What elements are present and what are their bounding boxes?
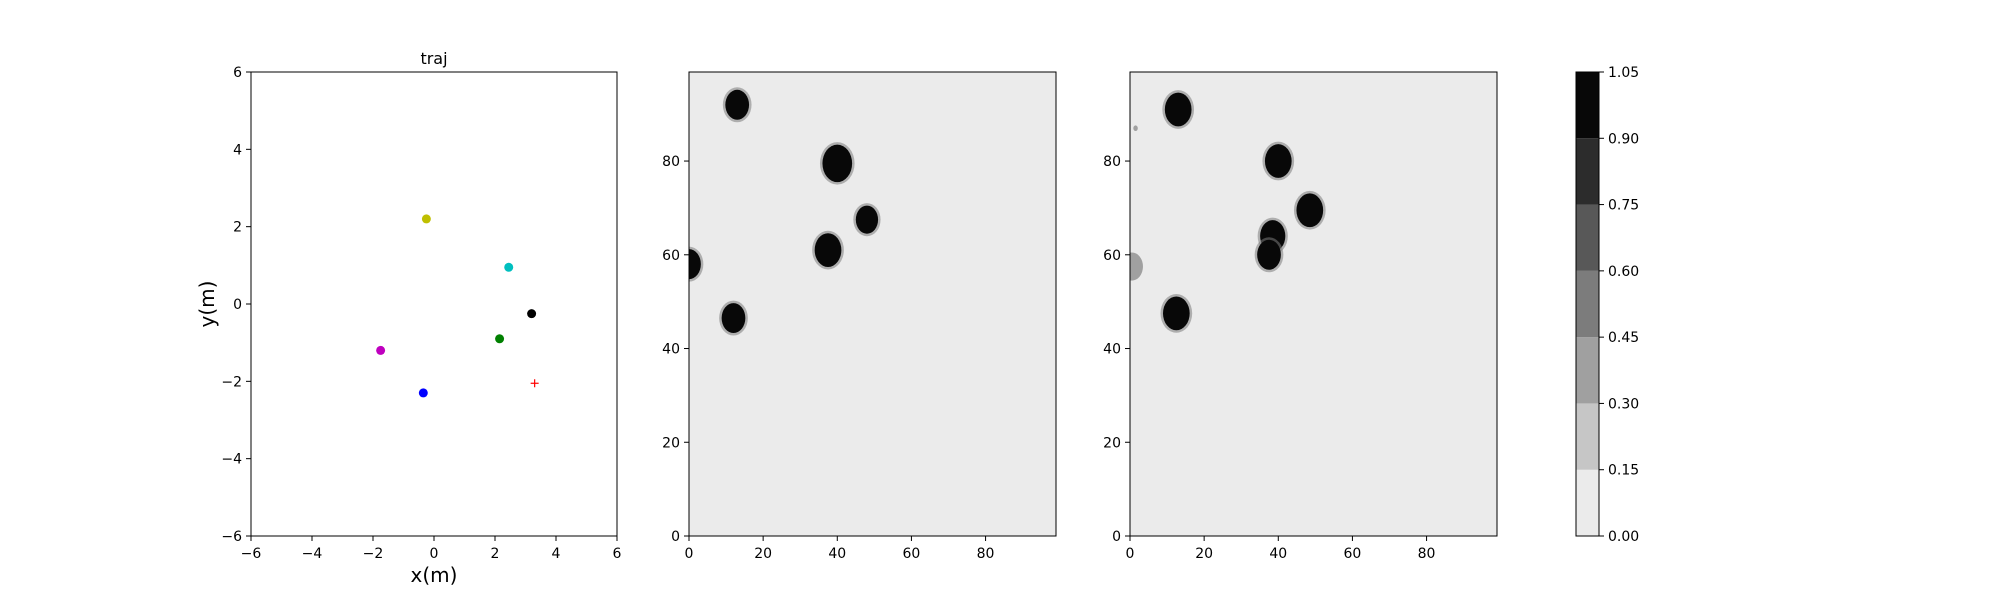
colorbar-tick-label: 0.75 (1608, 198, 1639, 214)
y-tick-label: 60 (662, 248, 680, 264)
colorbar-tick-label: 0.60 (1608, 264, 1639, 280)
panel3-frame (1129, 71, 1498, 537)
occupancy-blob (1130, 252, 1143, 281)
y-tick-label: 4 (233, 142, 242, 158)
y-tick-label: −4 (221, 452, 242, 468)
y-tick-label: 2 (233, 220, 242, 236)
colorbar-tick-label: 1.05 (1608, 65, 1639, 81)
panel3-blobs (1130, 90, 1326, 333)
panel1-title: traj (420, 49, 447, 68)
y-tick-label: 80 (662, 154, 680, 170)
colorbar-tick-label: 0.00 (1608, 529, 1639, 545)
x-tick-label: 0 (1126, 546, 1135, 562)
colorbar-tick-label: 0.45 (1608, 330, 1639, 346)
occupancy-blob (1164, 92, 1192, 127)
y-tick-label: 6 (233, 65, 242, 81)
occupancy-blob (725, 89, 750, 120)
occupancy-blob (1162, 296, 1190, 331)
colorbar-band (1576, 337, 1599, 404)
agent-point (527, 309, 537, 319)
occupancy-blob (1296, 193, 1324, 228)
x-tick-label: 40 (1269, 546, 1287, 562)
panel1-xlabel: x(m) (411, 563, 458, 587)
x-tick-label: 0 (685, 546, 694, 562)
colorbar: 0.00 0.15 0.30 0.45 0.60 0.75 0.90 1.05 (1575, 65, 1639, 545)
panel1-ylabel: y(m) (195, 281, 219, 328)
panel3-ticks: 0 20 40 60 80 0 20 40 60 80 (1103, 154, 1435, 562)
colorbar-band (1576, 469, 1599, 536)
occupancy-blob (1257, 239, 1281, 270)
panel2-ticks: 0 20 40 60 80 0 20 40 60 80 (662, 154, 994, 562)
x-tick-label: 60 (903, 546, 921, 562)
x-tick-label: −6 (241, 546, 262, 562)
occupancy-blob (689, 249, 701, 280)
colorbar-tick-label: 0.15 (1608, 463, 1639, 479)
colorbar-band (1576, 403, 1599, 470)
colorbar-band (1576, 270, 1599, 338)
occupancy-blob (822, 144, 853, 183)
colorbar-band (1576, 204, 1599, 271)
x-tick-label: 80 (1418, 546, 1436, 562)
y-tick-label: 40 (1103, 342, 1121, 358)
x-tick-label: 40 (828, 546, 846, 562)
x-tick-label: −2 (363, 546, 384, 562)
panel2-frame (688, 71, 1057, 537)
occupancy-blob (1133, 125, 1138, 132)
agent-point (418, 388, 428, 398)
agent-point (495, 334, 505, 344)
heatmap-panel-right: 0 20 40 60 80 0 20 40 60 80 (1103, 71, 1498, 562)
y-tick-label: 80 (1103, 154, 1121, 170)
colorbar-frame (1575, 71, 1600, 537)
colorbar-bands (1576, 72, 1599, 536)
x-tick-label: 60 (1344, 546, 1362, 562)
x-tick-label: 2 (491, 546, 500, 562)
panel1-points (376, 214, 539, 398)
occupancy-blob (855, 205, 879, 234)
y-tick-label: 40 (662, 342, 680, 358)
colorbar-band (1576, 72, 1599, 139)
panel2-blobs (689, 87, 881, 336)
agent-point (504, 262, 514, 272)
heatmap-panel-left: 0 20 40 60 80 0 20 40 60 80 (662, 71, 1057, 562)
colorbar-tick-label: 0.30 (1608, 396, 1639, 412)
goal-plus-marker (530, 379, 539, 388)
x-tick-label: 20 (1195, 546, 1213, 562)
y-tick-label: 0 (1112, 529, 1121, 545)
x-tick-label: 80 (977, 546, 995, 562)
panel1-frame (250, 71, 618, 537)
panel1-ticks: −6 −4 −2 0 2 4 6 −6 −4 −2 0 2 4 6 (221, 65, 621, 562)
y-tick-label: 20 (662, 435, 680, 451)
panel2-background (689, 72, 1056, 536)
y-tick-label: −6 (221, 529, 242, 545)
y-tick-label: 0 (233, 297, 242, 313)
occupancy-blob (1264, 144, 1292, 178)
colorbar-tick-label: 0.90 (1608, 131, 1639, 147)
agent-point (376, 345, 386, 355)
panel3-background (1130, 72, 1497, 536)
x-tick-label: 0 (430, 546, 439, 562)
traj-scatter-panel: traj −6 −4 −2 0 2 4 6 −6 −4 −2 0 2 4 6 x(m) y(m) (195, 49, 622, 587)
x-tick-label: 4 (552, 546, 561, 562)
panel1-plot-area (251, 72, 617, 536)
x-tick-label: 20 (754, 546, 772, 562)
y-tick-label: 60 (1103, 248, 1121, 264)
y-tick-label: 20 (1103, 435, 1121, 451)
agent-point (421, 214, 431, 224)
colorbar-ticks: 0.00 0.15 0.30 0.45 0.60 0.75 0.90 1.05 (1599, 65, 1639, 545)
y-tick-label: 0 (671, 529, 680, 545)
occupancy-blob (721, 303, 746, 334)
colorbar-band (1576, 138, 1599, 205)
y-tick-label: −2 (221, 374, 242, 390)
x-tick-label: 6 (613, 546, 622, 562)
occupancy-blob (814, 233, 842, 267)
x-tick-label: −4 (302, 546, 323, 562)
